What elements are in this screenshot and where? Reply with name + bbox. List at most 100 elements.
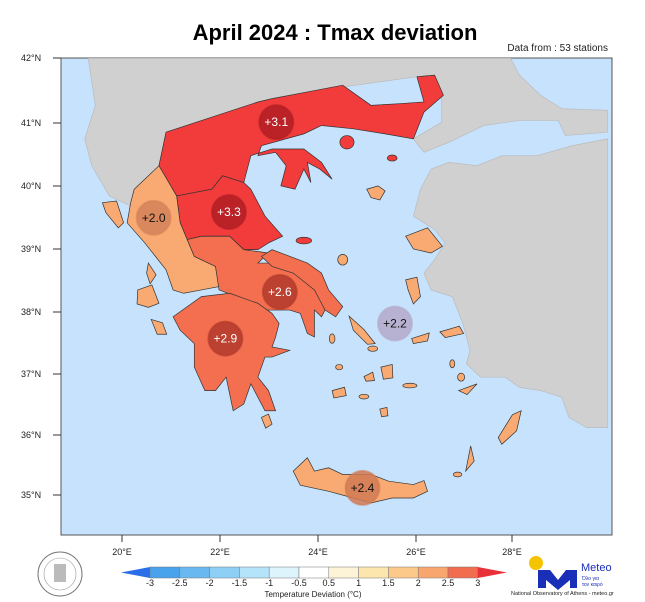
region-value-label: +2.4 [351,481,375,495]
island-samos [440,326,464,337]
colorbar-segment [209,566,240,579]
region-value-label: +3.3 [217,205,241,219]
meteo-tagline-2: τον καιρό [582,582,603,588]
island-serifos [336,364,343,369]
island-andros [349,316,375,344]
region-value-label: +2.6 [268,285,292,299]
island-euboea [261,250,342,317]
colorbar-segment [358,566,389,579]
colorbar-tick-label: -1 [265,578,273,588]
island-zakynthos [151,319,167,334]
colorbar-segment [447,566,479,579]
colorbar-segment [388,566,419,579]
island-lesvos [406,228,443,253]
lat-tick-label: 35°N [21,490,41,500]
island-kasos [453,472,461,477]
value-marker [135,199,172,236]
colorbar-tick-label: 1 [356,578,361,588]
island-ios [359,394,369,399]
island-paros [364,372,375,381]
value-marker [210,194,247,231]
island-kalymnos [458,373,465,381]
colorbar-segment [179,566,210,579]
region-value-label: +3.1 [264,115,288,129]
value-marker [377,305,414,342]
colorbar-segment [268,566,300,579]
island-ikaria [412,333,430,344]
colorbar: -3 -2.5 -2 -1.5 -1 -0.5 0.5 1 1.5 2 2.5 3 [121,566,507,588]
value-marker [261,273,298,310]
colorbar-segment [149,566,181,579]
island-kefalonia [137,285,159,307]
region-value-label: +2.9 [214,332,238,346]
region-value-markers: +3.1 +3.3 +2.0 +2.6 +2.9 +2.2 +2.4 [135,104,414,506]
value-marker [207,320,244,357]
lat-tick-label: 41°N [21,118,41,128]
island-karpathos [466,446,474,471]
lon-tick-label: 26°E [406,547,426,557]
lat-tick-label: 38°N [21,307,41,317]
island-kea [329,334,335,343]
region-epirus-western-greece[interactable] [127,166,219,294]
colorbar-segment [328,566,359,579]
credit-text: National Observatory of Athens - meteo.g… [511,591,614,597]
island-leros [450,360,455,368]
lat-tick-label: 37°N [21,369,41,379]
colorbar-tick-label: -0.5 [291,578,307,588]
lat-tick-label: 42°N [21,53,41,63]
balkans-land [85,58,608,206]
island-amorgos [403,383,417,388]
value-marker [344,469,381,506]
island-santorini [380,407,388,416]
colorbar-tick-label: 1.5 [382,578,395,588]
colorbar-label: Temperature Deviation (°C) [264,590,361,599]
lon-tick-label: 20°E [112,547,132,557]
island-rhodes [498,411,521,445]
colorbar-tick-label: -1.5 [232,578,248,588]
anatolia-land [413,139,607,428]
colorbar-segment [417,566,449,579]
island-milos [332,387,346,398]
island-samothrace [387,155,397,161]
meteo-logo [529,556,577,590]
colorbar-tick-label: -2 [206,578,214,588]
island-kythira [261,414,272,428]
longitude-axis: 20°E 22°E 24°E 26°E 28°E [112,535,522,557]
lat-tick-label: 36°N [21,430,41,440]
lat-tick-label: 39°N [21,244,41,254]
island-thasos [340,136,354,149]
map-title: April 2024 : Tmax deviation [192,20,478,45]
island-chios [406,277,421,304]
region-value-label: +2.0 [142,211,166,225]
island-naxos [381,364,393,379]
station-count-note: Data from : 53 stations [507,43,608,54]
meteo-tagline-1: Όλο για [582,576,599,582]
latitude-axis: 42°N 41°N 40°N 39°N 38°N 37°N 36°N 35°N [21,53,61,500]
island-tinos [368,346,378,351]
colorbar-tick-label: 0.5 [323,578,336,588]
colorbar-over-arrow [477,567,507,578]
noa-seal-logo [37,551,83,597]
region-macedonia-thrace[interactable] [159,75,443,196]
colorbar-tick-label: 2.5 [442,578,455,588]
value-marker [258,104,295,141]
colorbar-segment [298,566,330,579]
colorbar-tick-label: 3 [475,578,480,588]
colorbar-tick-label: 2 [416,578,421,588]
island-sporades [296,237,312,244]
colorbar-segment [239,566,270,579]
lat-tick-label: 40°N [21,181,41,191]
region-value-label: +2.2 [383,316,407,330]
island-corfu [102,201,123,228]
lon-tick-label: 28°E [502,547,522,557]
colorbar-under-arrow [121,567,150,578]
island-kos [459,384,477,395]
lon-tick-label: 22°E [210,547,230,557]
island-lefkada [147,263,157,284]
meteo-logo-name: Meteo [581,562,612,574]
lon-tick-label: 24°E [308,547,328,557]
colorbar-tick-label: -2.5 [172,578,188,588]
island-lemnos [367,186,385,200]
